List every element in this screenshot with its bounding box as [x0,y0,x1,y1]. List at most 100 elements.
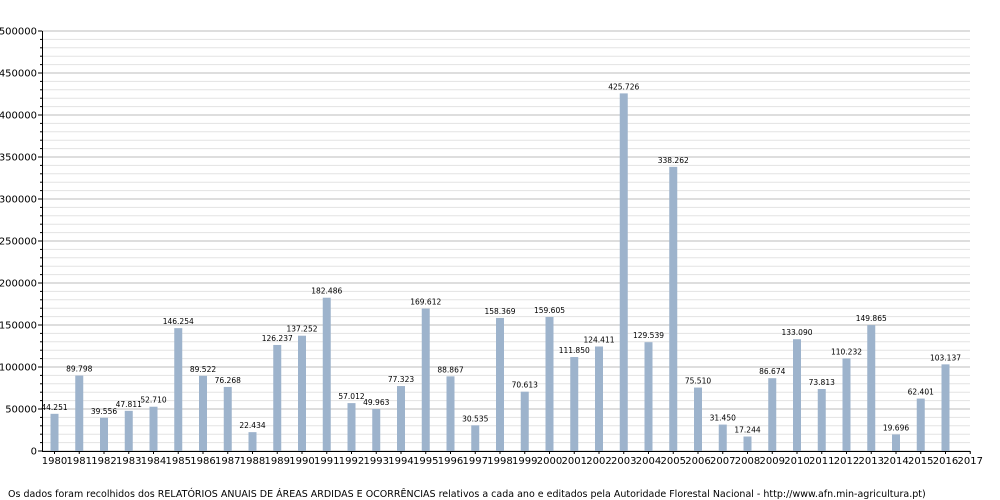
data-label-1985: 146.254 [163,317,194,326]
data-label-2004: 129.539 [633,331,664,340]
x-tick-label-2007: 2007 [710,456,735,467]
bar-2009 [768,378,777,451]
bar-1997 [471,425,480,451]
bar-2016 [941,364,950,451]
x-tick-label-2010: 2010 [784,456,809,467]
data-label-2000: 159.605 [534,306,565,315]
y-tick-label: 300000 [0,195,37,206]
bar-2012 [842,358,851,451]
bar-2011 [817,388,826,451]
data-label-2001: 111.850 [559,346,590,355]
x-tick-label-1993: 1993 [364,456,389,467]
bar-1980 [50,413,59,451]
bar-2010 [793,339,801,451]
data-label-2007: 31.450 [710,414,736,423]
data-label-1992: 57.012 [338,392,364,401]
axes [42,31,970,452]
bar-1992 [347,403,356,451]
bar-1991 [322,297,331,451]
bar-2007 [718,424,727,451]
bar-2005 [669,166,678,451]
data-label-2002: 124.411 [583,335,614,344]
x-tick-label-2011: 2011 [809,456,834,467]
data-label-2010: 133.090 [781,328,812,337]
bar-1994 [397,386,405,451]
data-label-1991: 182.486 [311,287,342,296]
bar-2000 [545,316,554,451]
data-label-2011: 73.813 [809,378,835,387]
x-tick-label-2014: 2014 [883,456,908,467]
data-label-2003: 425.726 [608,82,639,91]
data-label-2009: 86.674 [759,367,785,376]
x-tick-label-1999: 1999 [512,456,537,467]
x-tick-label-1984: 1984 [141,456,166,467]
x-tick-label-1991: 1991 [314,456,339,467]
data-label-1982: 39.556 [91,407,117,416]
x-tick-label-2009: 2009 [760,456,785,467]
data-label-1980: 44.251 [41,403,67,412]
bar-1998 [496,317,504,451]
data-label-1993: 49.963 [363,398,389,407]
bar-1988 [248,432,257,451]
bar-2015 [916,398,925,451]
x-tick-label-2005: 2005 [661,456,686,467]
bar-1995 [421,308,430,451]
y-tick-label: 450000 [0,69,37,80]
x-tick-label-1985: 1985 [166,456,191,467]
x-tick-label-2000: 2000 [537,456,562,467]
data-label-1994: 77.323 [388,375,414,384]
data-source-note: Os dados foram recolhidos dos RELATÓRIOS… [8,489,926,500]
y-axis-ticks: 0 50000 100000 150000 200000 250000 300000 3500… [0,27,42,458]
x-tick-label-1988: 1988 [240,456,265,467]
x-tick-label-1989: 1989 [265,456,290,467]
data-label-1997: 30.535 [462,414,488,423]
data-label-2014: 19.696 [883,423,909,432]
data-label-1989: 126.237 [262,334,293,343]
bar-1987 [223,386,232,451]
data-label-2008: 17.244 [734,426,760,435]
bar-1985 [174,328,183,451]
bar-1984 [149,406,158,451]
bar-1981 [75,375,84,451]
x-tick-label-2008: 2008 [735,456,760,467]
x-tick-label-1995: 1995 [413,456,438,467]
bar-1983 [124,410,133,451]
y-tick-label: 0 [31,447,37,458]
x-tick-label-1997: 1997 [463,456,488,467]
data-label-1995: 169.612 [410,298,441,307]
y-tick-label: 250000 [0,237,37,248]
data-label-1996: 88.867 [437,365,463,374]
data-label-1983: 47.811 [116,400,142,409]
data-label-1981: 89.798 [66,365,92,374]
bar-1986 [199,375,207,451]
x-tick-label-2006: 2006 [685,456,710,467]
x-tick-label-2002: 2002 [586,456,611,467]
data-label-1998: 158.369 [484,307,515,316]
bar-1989 [273,344,282,451]
x-axis-ticks: 1980 1981 1982 1983 1984 1985 1986 1987 1988 1989… [42,451,983,467]
x-tick-label-2003: 2003 [611,456,636,467]
x-tick-label-1998: 1998 [487,456,512,467]
bar-1990 [298,335,306,451]
data-label-1987: 76.268 [215,376,241,385]
bar-2004 [644,342,653,451]
grid-lines [42,30,970,452]
y-tick-label: 400000 [0,111,37,122]
x-tick-label-1981: 1981 [67,456,92,467]
y-tick-label: 200000 [0,279,37,290]
data-label-1988: 22.434 [239,421,265,430]
bar-1993 [372,409,381,451]
bar-2013 [867,325,876,451]
x-tick-label-1980: 1980 [42,456,67,467]
data-label-2015: 62.401 [908,388,934,397]
x-tick-label-1990: 1990 [289,456,314,467]
data-label-2016: 103.137 [930,353,961,362]
x-tick-label-1992: 1992 [339,456,364,467]
data-label-1990: 137.252 [286,325,317,334]
x-tick-label-2013: 2013 [859,456,884,467]
bar-1996 [446,376,455,451]
x-tick-label-1986: 1986 [190,456,215,467]
bars [50,93,950,451]
